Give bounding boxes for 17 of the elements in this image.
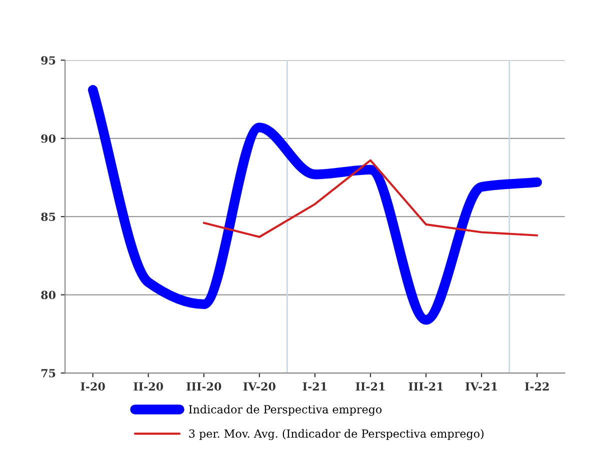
y-tick-label: 85 [41,212,56,221]
x-tick-label: I-21 [302,382,326,390]
x-tick-label: III-21 [408,382,443,390]
legend-label: 3 per. Mov. Avg. (Indicador de Perspectiva emprego) [189,429,484,440]
x-tick-label: I-20 [80,382,105,391]
x-tick-label: I-22 [524,382,549,390]
y-tick-label: 95 [41,56,56,65]
y-tick-label: 90 [41,134,56,143]
x-tick-label: II-21 [356,382,385,390]
x-tick-label: IV-20 [243,382,276,391]
x-tick-label: IV-21 [466,382,497,390]
x-tick-label: III-20 [186,382,222,391]
legend-label: Indicador de Perspectiva emprego [188,404,382,416]
y-tick-label: 75 [41,369,56,378]
x-tick-label: II-20 [134,382,164,391]
y-tick-label: 80 [41,290,56,300]
line-series [202,159,538,238]
